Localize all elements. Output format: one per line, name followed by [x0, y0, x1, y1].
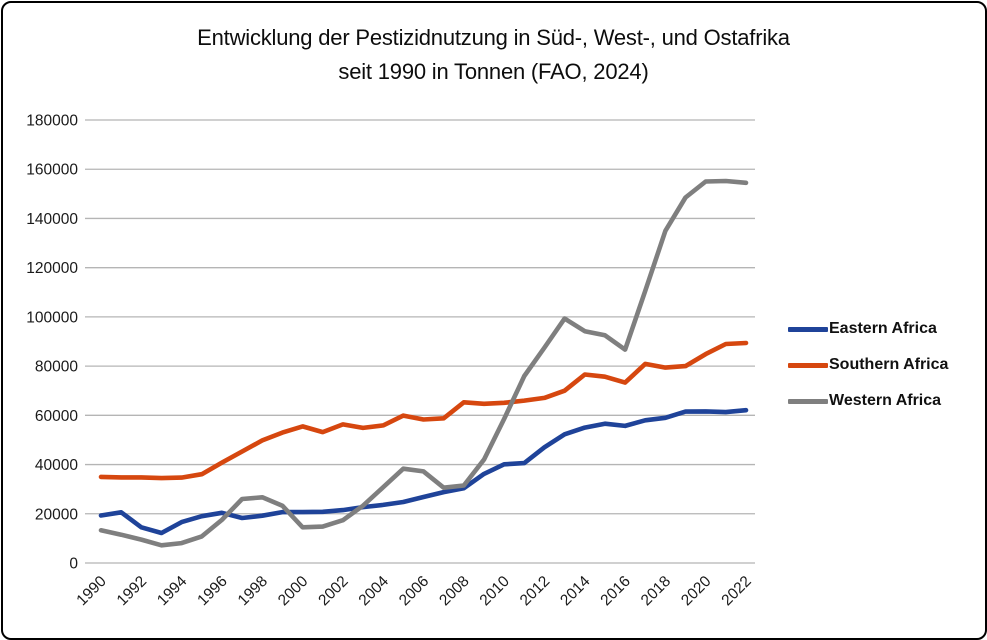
y-tick-label-160000: 160000 [26, 162, 78, 179]
y-tick-label-60000: 60000 [35, 408, 78, 425]
series-line-eastern-africa [98, 407, 749, 536]
series-line-western-africa [98, 178, 749, 548]
x-tick-label-1998: 1998 [235, 573, 271, 609]
x-tick-label-2008: 2008 [436, 573, 472, 609]
x-tick-label-1994: 1994 [154, 573, 191, 610]
x-tick-label-2000: 2000 [275, 573, 312, 610]
y-tick-label-100000: 100000 [26, 309, 78, 326]
chart-title-line2: seit 1990 in Tonnen (FAO, 2024) [338, 59, 649, 84]
legend-swatch-western-africa [788, 398, 828, 404]
y-tick-label-180000: 180000 [26, 113, 78, 130]
legend-label-western-africa: Western Africa [829, 392, 942, 409]
x-tick-label-2002: 2002 [315, 573, 351, 609]
x-tick-label-2012: 2012 [517, 573, 553, 609]
y-tick-label-20000: 20000 [35, 506, 78, 523]
y-tick-label-120000: 120000 [26, 260, 78, 277]
legend-swatch-southern-africa [788, 362, 828, 368]
x-tick-label-2018: 2018 [638, 573, 674, 609]
y-tick-label-140000: 140000 [26, 211, 78, 228]
series-line-southern-africa [98, 340, 749, 481]
x-tick-label-1992: 1992 [114, 573, 150, 609]
legend-label-eastern-africa: Eastern Africa [829, 320, 937, 337]
x-tick-label-2004: 2004 [356, 573, 393, 610]
x-tick-label-2020: 2020 [678, 573, 715, 610]
legend-item-eastern-africa: Eastern Africa [788, 317, 948, 341]
x-tick-label-1996: 1996 [194, 573, 230, 609]
legend-item-southern-africa: Southern Africa [788, 353, 948, 377]
y-tick-label-0: 0 [69, 556, 78, 573]
legend-swatch-eastern-africa [788, 326, 828, 332]
x-tick-label-1990: 1990 [73, 573, 110, 610]
y-tick-label-80000: 80000 [35, 359, 78, 376]
chart-title: Entwicklung der Pestizidnutzung in Süd-,… [0, 21, 987, 89]
x-tick-label-2006: 2006 [396, 573, 432, 609]
x-tick-label-2010: 2010 [477, 573, 514, 610]
legend: Eastern Africa Southern Africa Western A… [788, 317, 948, 425]
legend-item-western-africa: Western Africa [788, 389, 948, 413]
chart-title-line1: Entwicklung der Pestizidnutzung in Süd-,… [197, 25, 790, 50]
y-tick-label-40000: 40000 [35, 457, 78, 474]
x-tick-label-2022: 2022 [718, 573, 754, 609]
x-tick-label-2016: 2016 [597, 573, 633, 609]
x-tick-label-2014: 2014 [557, 573, 594, 610]
legend-label-southern-africa: Southern Africa [829, 356, 949, 373]
